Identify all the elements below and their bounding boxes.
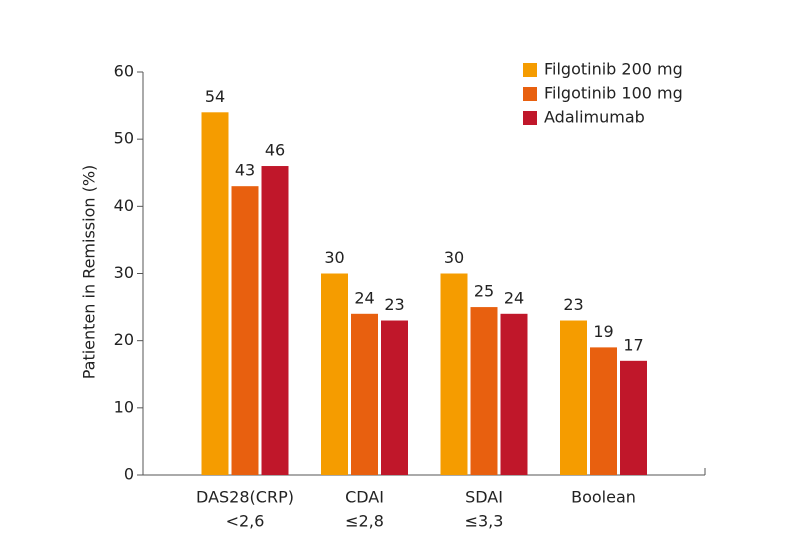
bar (201, 112, 229, 476)
bar (381, 320, 408, 475)
bar (261, 166, 289, 476)
x-tick-label: SDAI (465, 488, 503, 507)
y-tick-label: 30 (114, 263, 134, 282)
value-label: 23 (563, 295, 583, 314)
value-label: 24 (504, 288, 524, 307)
value-label: 25 (474, 282, 494, 301)
bar (560, 320, 587, 475)
x-tick-label: Boolean (571, 488, 636, 507)
legend-label: Filgotinib 200 mg (544, 60, 683, 79)
x-tick-label: DAS28(CRP) (196, 488, 294, 507)
legend-swatch (523, 63, 537, 77)
value-label: 54 (205, 87, 225, 106)
y-tick-label: 0 (124, 465, 134, 484)
x-tick-label: CDAI (345, 488, 384, 507)
y-tick-label: 60 (114, 62, 134, 81)
legend-swatch (523, 87, 537, 101)
x-tick-label: ≤3,3 (465, 512, 504, 531)
bar (590, 347, 617, 475)
value-label: 46 (265, 141, 285, 160)
value-label: 43 (235, 161, 255, 180)
bar (440, 273, 468, 475)
legend-label: Filgotinib 100 mg (544, 84, 683, 103)
bar (500, 313, 528, 475)
value-label: 30 (324, 248, 344, 267)
value-label: 19 (593, 322, 613, 341)
legend-label: Adalimumab (544, 108, 645, 127)
y-tick-label: 50 (114, 129, 134, 148)
bar (321, 273, 348, 475)
y-axis-label: Patienten in Remission (%) (80, 165, 99, 380)
bar (470, 307, 498, 475)
value-label: 30 (444, 248, 464, 267)
y-tick-label: 40 (114, 196, 134, 215)
value-label: 24 (354, 288, 374, 307)
legend-swatch (523, 111, 537, 125)
y-tick-label: 10 (114, 397, 134, 416)
value-label: 23 (384, 295, 404, 314)
bar (620, 360, 647, 475)
y-tick-label: 20 (114, 330, 134, 349)
x-tick-label: ≤2,8 (345, 512, 384, 531)
x-tick-label: <2,6 (226, 512, 265, 531)
value-label: 17 (623, 335, 643, 354)
bar (351, 313, 378, 475)
bar (231, 186, 259, 475)
